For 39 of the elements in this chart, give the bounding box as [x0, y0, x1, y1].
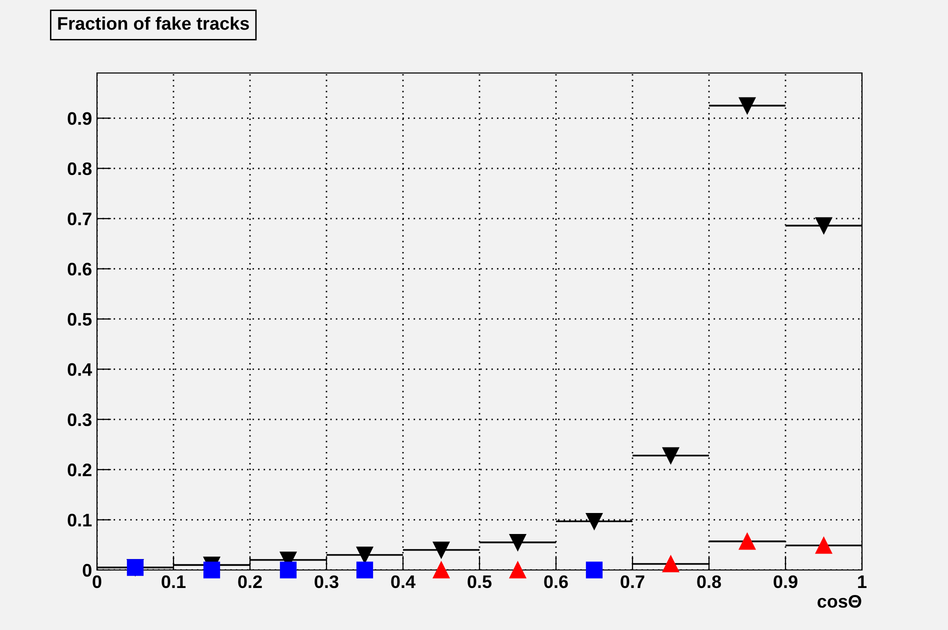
x-tick-label: 0.8	[697, 575, 721, 588]
y-tick-label: 0.7	[68, 212, 92, 226]
point	[662, 447, 680, 464]
point	[203, 562, 220, 578]
point	[586, 562, 603, 578]
point	[662, 556, 680, 572]
y-tick-label: 0	[82, 564, 92, 577]
y-tick-label: 0.4	[68, 363, 92, 376]
y-tick-label: 0.2	[68, 464, 92, 476]
x-tick-label: 0.2	[238, 575, 262, 588]
y-tick-label: 0.6	[68, 262, 92, 276]
point	[586, 512, 603, 530]
point	[815, 537, 832, 554]
x-tick-label: 0.7	[620, 575, 644, 588]
x-axis-title: cosΘ	[818, 594, 862, 608]
point	[356, 562, 374, 578]
y-tick-label: 0.5	[68, 312, 92, 326]
y-tick-label: 0.1	[68, 514, 92, 527]
y-tick-label: 0.3	[68, 413, 92, 426]
point	[432, 562, 450, 578]
x-tick-label: 0.3	[314, 575, 338, 588]
x-tick-label: 0.9	[774, 575, 798, 588]
point	[815, 217, 832, 234]
x-tick-label: 0	[92, 575, 102, 588]
point	[280, 562, 297, 578]
point	[738, 97, 756, 114]
point	[738, 533, 756, 550]
y-tick-label: 0.9	[68, 112, 92, 125]
chart-title: Fraction of fake tracks	[58, 16, 249, 30]
point	[509, 534, 526, 551]
y-tick-label: 0.8	[68, 162, 92, 176]
x-tick-label: 0.5	[468, 575, 492, 588]
point	[432, 542, 450, 558]
point	[356, 546, 374, 564]
point	[509, 562, 526, 578]
x-tick-label: 0.4	[391, 575, 416, 588]
x-tick-label: 0.6	[544, 575, 568, 588]
x-tick-label: 1	[858, 576, 867, 588]
x-tick-label: 0.1	[162, 575, 186, 588]
